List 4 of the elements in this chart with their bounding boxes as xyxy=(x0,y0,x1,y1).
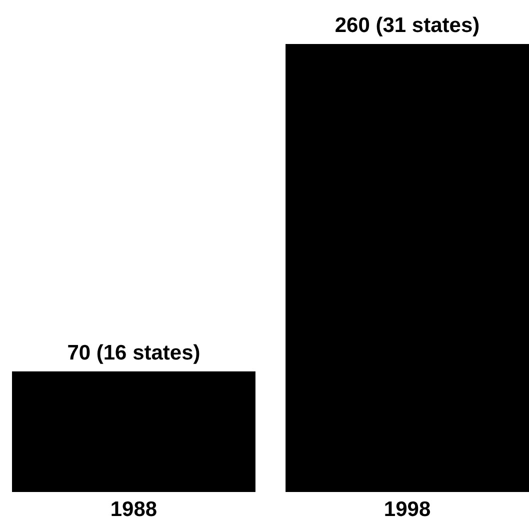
x-tick-label: 1998 xyxy=(384,498,431,521)
data-label: 70 (16 states) xyxy=(67,341,200,364)
x-tick-label: 1988 xyxy=(110,498,158,521)
data-label: 260 (31 states) xyxy=(334,14,480,37)
